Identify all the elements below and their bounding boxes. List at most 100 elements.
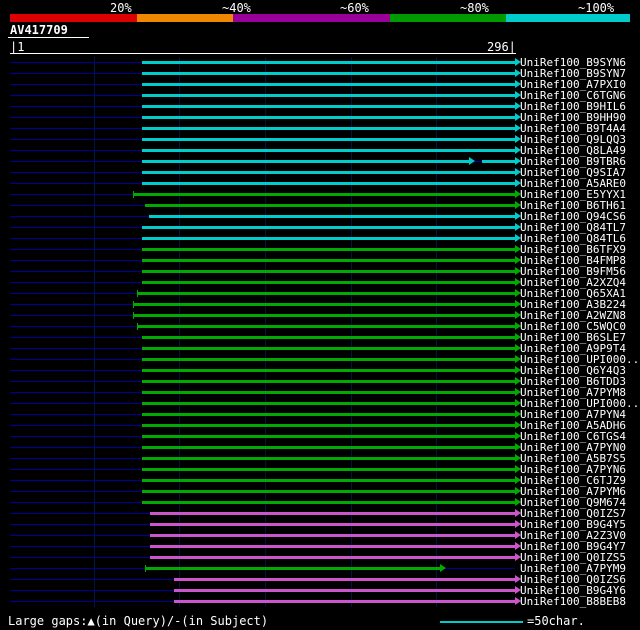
- hit-label[interactable]: UniRef100_Q0IZS6: [520, 573, 626, 586]
- hit-bar[interactable]: [141, 336, 515, 339]
- hit-label[interactable]: UniRef100_A7PYN0: [520, 441, 626, 454]
- hit-bar[interactable]: [141, 127, 515, 130]
- hit-bar[interactable]: [141, 171, 515, 174]
- hit-bar[interactable]: [141, 468, 515, 471]
- hit-bar[interactable]: [141, 116, 515, 119]
- hit-label[interactable]: UniRef100_Q0IZS7: [520, 507, 626, 520]
- hit-bar[interactable]: [145, 204, 515, 207]
- hit-label[interactable]: UniRef100_UPI000..: [520, 353, 640, 366]
- hit-bar[interactable]: [141, 391, 515, 394]
- hit-label[interactable]: UniRef100_Q0IZS5: [520, 551, 626, 564]
- hit-label[interactable]: UniRef100_B6SLE7: [520, 331, 626, 344]
- hit-label[interactable]: UniRef100_B6TDD3: [520, 375, 626, 388]
- hit-bar[interactable]: [141, 160, 469, 163]
- hit-label[interactable]: UniRef100_B4FMP8: [520, 254, 626, 267]
- hit-bar[interactable]: [150, 523, 515, 526]
- hit-label[interactable]: UniRef100_UPI000..: [520, 397, 640, 410]
- hit-bar[interactable]: [133, 193, 515, 196]
- hit-label[interactable]: UniRef100_C6TGS4: [520, 430, 626, 443]
- hit-label[interactable]: UniRef100_A7PYN6: [520, 463, 626, 476]
- hit-label[interactable]: UniRef100_B9T4A4: [520, 122, 626, 135]
- hit-label[interactable]: UniRef100_A2WZN8: [520, 309, 626, 322]
- hit-label[interactable]: UniRef100_B8BEB8: [520, 595, 626, 608]
- hit-label[interactable]: UniRef100_B9SYN6: [520, 56, 626, 69]
- hit-label[interactable]: UniRef100_B9G4Y5: [520, 518, 626, 531]
- hit-label[interactable]: UniRef100_A5ARE0: [520, 177, 626, 190]
- hit-bar[interactable]: [150, 556, 515, 559]
- hit-label[interactable]: UniRef100_Q9M674: [520, 496, 626, 509]
- hit-label[interactable]: UniRef100_Q6Y4Q3: [520, 364, 626, 377]
- hit-label[interactable]: UniRef100_Q84TL6: [520, 232, 626, 245]
- hit-bar[interactable]: [141, 490, 515, 493]
- hit-bar[interactable]: [133, 314, 515, 317]
- hit-label[interactable]: UniRef100_A7PYM6: [520, 485, 626, 498]
- hit-label[interactable]: UniRef100_Q8LA49: [520, 144, 626, 157]
- hit-bar[interactable]: [141, 61, 515, 64]
- hit-bar[interactable]: [141, 226, 515, 229]
- hit-bar[interactable]: [141, 248, 515, 251]
- hit-bar[interactable]: [141, 259, 515, 262]
- hit-bar[interactable]: [145, 567, 440, 570]
- hit-bar[interactable]: [141, 479, 515, 482]
- hit-label[interactable]: UniRef100_Q65XA1: [520, 287, 626, 300]
- hit-label[interactable]: UniRef100_B9FM56: [520, 265, 626, 278]
- hit-label[interactable]: UniRef100_A7PXI0: [520, 78, 626, 91]
- hit-bar[interactable]: [141, 501, 515, 504]
- hit-bar[interactable]: [141, 270, 515, 273]
- hit-label[interactable]: UniRef100_A3B224: [520, 298, 626, 311]
- hit-label[interactable]: UniRef100_B9HIL6: [520, 100, 626, 113]
- hit-bar[interactable]: [141, 380, 515, 383]
- hit-label[interactable]: UniRef100_B6TFX9: [520, 243, 626, 256]
- hit-label[interactable]: UniRef100_C6TGN6: [520, 89, 626, 102]
- hit-bar[interactable]: [141, 369, 515, 372]
- hit-bar[interactable]: [141, 413, 515, 416]
- hit-label[interactable]: UniRef100_A9P9T4: [520, 342, 626, 355]
- hit-bar[interactable]: [482, 160, 515, 163]
- hit-bar[interactable]: [148, 215, 515, 218]
- hit-label[interactable]: UniRef100_B9HH90: [520, 111, 626, 124]
- hit-bar[interactable]: [141, 358, 515, 361]
- hit-label[interactable]: UniRef100_B9G4Y6: [520, 584, 626, 597]
- hit-label[interactable]: UniRef100_Q94CS6: [520, 210, 626, 223]
- hit-bar[interactable]: [141, 237, 515, 240]
- hit-label[interactable]: UniRef100_B6TH61: [520, 199, 626, 212]
- hit-bar[interactable]: [174, 578, 515, 581]
- hit-bar[interactable]: [174, 600, 515, 603]
- hit-bar[interactable]: [141, 72, 515, 75]
- hit-bar[interactable]: [141, 149, 515, 152]
- hit-bar[interactable]: [141, 457, 515, 460]
- hit-bar[interactable]: [141, 105, 515, 108]
- hit-bar[interactable]: [133, 303, 515, 306]
- hit-bar[interactable]: [150, 512, 515, 515]
- hit-bar[interactable]: [141, 182, 515, 185]
- hit-bar[interactable]: [141, 435, 515, 438]
- hit-bar[interactable]: [136, 292, 515, 295]
- hit-bar[interactable]: [141, 347, 515, 350]
- hit-bar[interactable]: [150, 534, 515, 537]
- hit-bar[interactable]: [141, 138, 515, 141]
- hit-label[interactable]: UniRef100_Q9LQQ3: [520, 133, 626, 146]
- hit-bar[interactable]: [150, 545, 515, 548]
- hit-bar[interactable]: [141, 402, 515, 405]
- hit-label[interactable]: UniRef100_B9SYN7: [520, 67, 626, 80]
- hit-label[interactable]: UniRef100_E5YYX1: [520, 188, 626, 201]
- hit-bar[interactable]: [174, 589, 515, 592]
- hit-bar[interactable]: [141, 281, 515, 284]
- hit-bar[interactable]: [141, 83, 515, 86]
- hit-bar[interactable]: [141, 94, 515, 97]
- hit-bar[interactable]: [141, 424, 515, 427]
- hit-label[interactable]: UniRef100_C5WQC0: [520, 320, 626, 333]
- hit-label[interactable]: UniRef100_A7PYN4: [520, 408, 626, 421]
- hit-label[interactable]: UniRef100_A2XZQ4: [520, 276, 626, 289]
- hit-bar[interactable]: [141, 446, 515, 449]
- hit-label[interactable]: UniRef100_Q9SIA7: [520, 166, 626, 179]
- hit-label[interactable]: UniRef100_B9G4Y7: [520, 540, 626, 553]
- hit-label[interactable]: UniRef100_A7PYM8: [520, 386, 626, 399]
- hit-label[interactable]: UniRef100_A2Z3V0: [520, 529, 626, 542]
- hit-label[interactable]: UniRef100_A5ADH6: [520, 419, 626, 432]
- hit-bar[interactable]: [136, 325, 515, 328]
- hit-label[interactable]: UniRef100_A7PYM9: [520, 562, 626, 575]
- hit-label[interactable]: UniRef100_B9TBR6: [520, 155, 626, 168]
- hit-label[interactable]: UniRef100_Q84TL7: [520, 221, 626, 234]
- hit-label[interactable]: UniRef100_A5B7S5: [520, 452, 626, 465]
